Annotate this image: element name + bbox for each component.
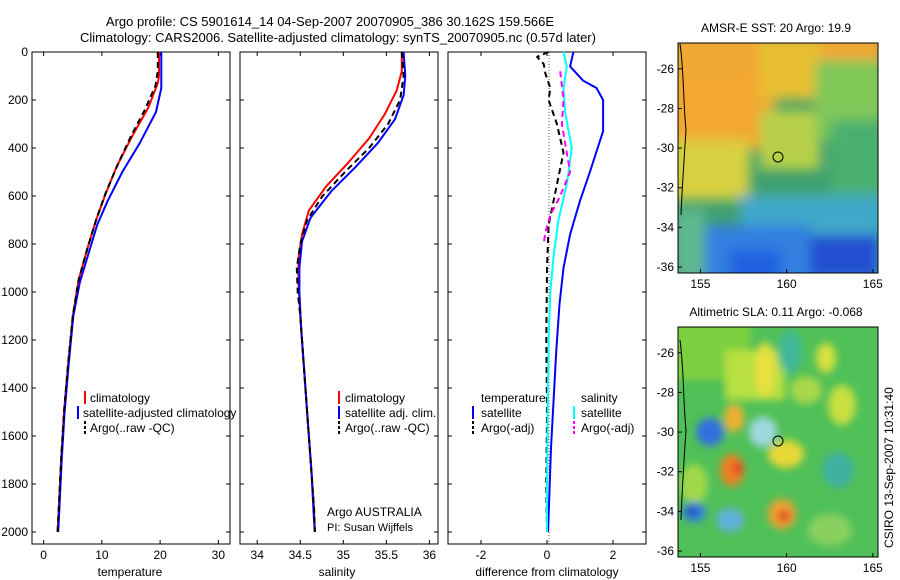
y-tick-label: 1400 (1, 381, 28, 395)
legend-salinity-title: salinity (581, 391, 618, 405)
argo-credit: Argo AUSTRALIA (327, 505, 422, 519)
x-tick-label: 20 (153, 548, 167, 562)
header-line1: Argo profile: CS 5901614_14 04-Sep-2007 … (106, 14, 554, 29)
temperature-legend: climatology satellite-adjusted climatolo… (77, 391, 236, 435)
map-y-tick-label: -34 (657, 504, 675, 518)
map-y-tick-label: -26 (657, 346, 675, 360)
map-y-tick-label: -32 (657, 465, 675, 479)
legend-argo-label: Argo(..raw -QC) (345, 421, 430, 435)
series-line-satellite-adjusted-climatology (57, 52, 163, 533)
y-tick-label: 1600 (1, 429, 28, 443)
salinity-panel-frame (239, 51, 439, 545)
x-tick-label: 2 (610, 548, 617, 562)
salinity-axis-label: salinity (319, 565, 356, 579)
map-y-tick-label: -26 (657, 62, 675, 76)
sst-coastline (679, 43, 687, 216)
sst-profile-marker (772, 151, 784, 163)
difference-legend: temperature satellite Argo(-adj) salinit… (472, 391, 634, 435)
sst-map-axes: 155 160 165 -26 -28 -30 -32 -34 -36 (657, 62, 884, 291)
map-x-tick-label: 165 (863, 277, 883, 291)
sla-map-frame (677, 326, 879, 558)
series-line-salinity-argo-adj (542, 71, 572, 245)
x-tick-label: 35 (337, 548, 351, 562)
y-tick-label: 800 (8, 237, 28, 251)
legend-temp-argo-label: Argo(-adj) (481, 421, 534, 435)
map-x-tick-label: 155 (690, 561, 710, 575)
legend-climatology-label: climatology (345, 391, 405, 405)
map-y-tick-label: -30 (657, 141, 675, 155)
x-tick-label: 34.5 (289, 548, 313, 562)
series-line-argo-raw-qc (56, 52, 159, 533)
y-tick-label: 400 (8, 141, 28, 155)
sst-map-title: AMSR-E SST: 20 Argo: 19.9 (701, 21, 851, 35)
temperature-axis-label: temperature (98, 565, 163, 579)
map-y-tick-label: -32 (657, 181, 675, 195)
map-x-tick-label: 165 (863, 561, 883, 575)
legend-argo-label: Argo(..raw -QC) (90, 421, 175, 435)
legend-satellite-label: satellite-adjusted climatology (83, 406, 236, 420)
y-tick-label: 1800 (1, 477, 28, 491)
legend-climatology-label: climatology (90, 391, 150, 405)
salinity-legend: climatology satellite adj. clim. Argo(..… (338, 391, 436, 435)
legend-satellite-label: satellite adj. clim. (345, 406, 436, 420)
sst-map-image (678, 43, 878, 273)
y-tick-label: 1200 (1, 333, 28, 347)
legend-temp-satellite-label: satellite (481, 406, 522, 420)
map-x-tick-label: 160 (777, 561, 797, 575)
series-line-argo-raw-qc (295, 51, 405, 533)
header-line2: Climatology: CARS2006. Satellite-adjuste… (80, 30, 596, 45)
timestamp-stamp: CSIRO 13-Sep-2007 10:31:40 (882, 387, 896, 548)
x-tick-label: -2 (476, 548, 487, 562)
x-tick-label: 10 (95, 548, 109, 562)
sst-map-frame (677, 42, 879, 274)
map-x-tick-label: 160 (777, 277, 797, 291)
sla-profile-marker (772, 435, 784, 447)
difference-plot: -2 0 2 (448, 51, 646, 562)
sla-map-image (678, 327, 878, 557)
y-tick-label: 600 (8, 189, 28, 203)
sla-map-title: Altimetric SLA: 0.11 Argo: -0.068 (689, 305, 863, 319)
x-tick-label: 0 (40, 548, 47, 562)
y-tick-label: 1000 (1, 285, 28, 299)
x-tick-label: 36 (423, 548, 437, 562)
y-tick-label: 0 (21, 45, 28, 59)
temperature-plot: 0 200 400 600 800 1000 1200 1400 1600 1800 2000 0 10… (1, 45, 230, 562)
y-tick-label: 2000 (1, 525, 28, 539)
legend-sal-argo-label: Argo(-adj) (581, 421, 634, 435)
sla-coastline (679, 339, 687, 521)
map-y-tick-label: -28 (657, 385, 675, 399)
map-y-tick-label: -30 (657, 425, 675, 439)
series-line-salinity-satellite (546, 51, 573, 532)
temperature-panel-frame (31, 51, 231, 545)
series-line-temperature-satellite (547, 51, 605, 533)
x-tick-label: 0 (544, 548, 551, 562)
sla-map-axes: 155 160 165 -26 -28 -30 -32 -34 -36 (657, 346, 884, 575)
map-x-tick-label: 155 (690, 277, 710, 291)
pi-credit: PI: Susan Wijffels (327, 522, 413, 534)
difference-axis-label: difference from climatology (475, 565, 618, 579)
y-tick-label: 200 (8, 93, 28, 107)
x-tick-label: 34 (251, 548, 265, 562)
legend-temperature-title: temperature (481, 391, 546, 405)
legend-sal-satellite-label: satellite (581, 406, 622, 420)
map-y-tick-label: -28 (657, 101, 675, 115)
salinity-plot: 34 34.5 35 35.5 36 (240, 51, 438, 562)
x-tick-label: 30 (212, 548, 226, 562)
map-y-tick-label: -36 (657, 260, 675, 274)
map-y-tick-label: -34 (657, 220, 675, 234)
map-y-tick-label: -36 (657, 544, 675, 558)
x-tick-label: 35.5 (375, 548, 399, 562)
